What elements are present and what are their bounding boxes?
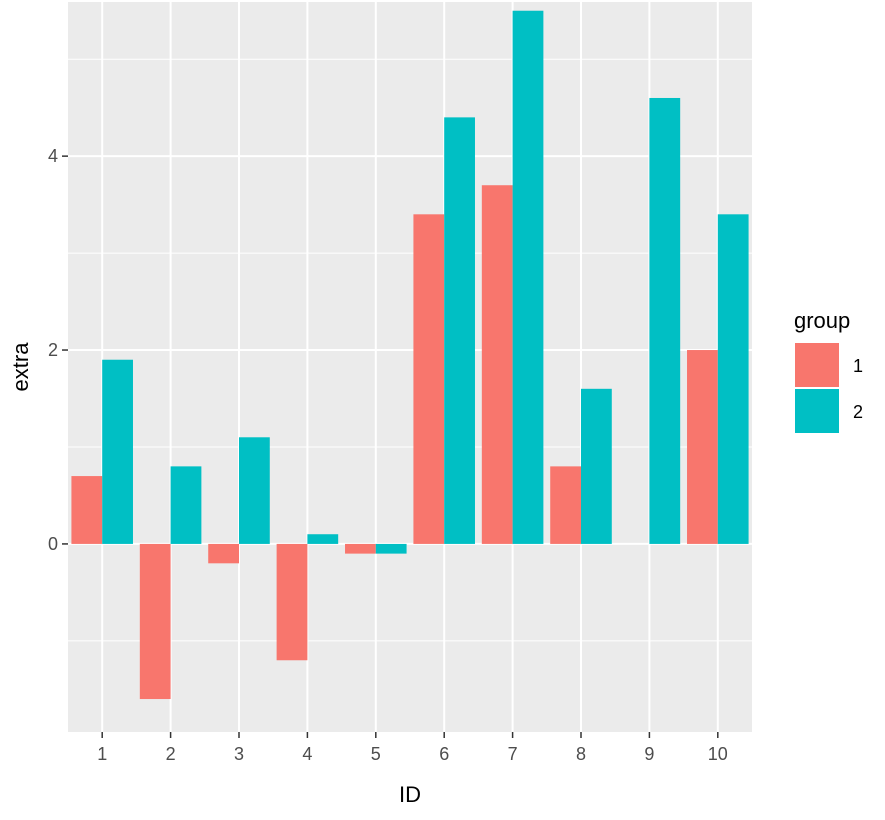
y-tick-label: 4 — [48, 146, 58, 166]
x-tick-label: 6 — [439, 744, 449, 764]
bar-group-2-id-9 — [649, 97, 681, 544]
x-tick-label: 9 — [644, 744, 654, 764]
legend: group 12 — [794, 308, 863, 433]
bar-group-1-id-1 — [71, 476, 103, 544]
legend-title: group — [794, 308, 850, 333]
bar-group-2-id-10 — [717, 214, 749, 544]
bar-group-1-id-6 — [413, 214, 445, 544]
x-axis-ticks: 1 2 3 4 5 6 7 8 9 10 — [97, 732, 728, 764]
bar-group-1-id-8 — [550, 466, 581, 544]
y-axis-ticks: 0 2 4 — [48, 146, 68, 554]
bar-group-2-id-4 — [307, 534, 339, 544]
bar-group-2-id-7 — [512, 10, 544, 544]
legend-key-1 — [795, 343, 839, 387]
legend-label-1: 1 — [853, 356, 863, 376]
y-tick-label: 0 — [48, 534, 58, 554]
x-tick-label: 3 — [234, 744, 244, 764]
x-tick-label: 8 — [576, 744, 586, 764]
bar-group-2-id-3 — [239, 437, 270, 544]
x-tick-label: 7 — [508, 744, 518, 764]
bar-group-2-id-6 — [444, 117, 475, 544]
bar-group-2-id-2 — [170, 466, 202, 544]
y-axis-title: extra — [8, 342, 33, 392]
x-tick-label: 5 — [371, 744, 381, 764]
legend-items: 12 — [795, 343, 863, 433]
bar-group-2-id-8 — [581, 388, 612, 544]
x-tick-label: 2 — [166, 744, 176, 764]
minor-gridlines — [68, 58, 752, 642]
x-tick-label: 10 — [708, 744, 728, 764]
legend-label-2: 2 — [853, 402, 863, 422]
bar-group-2-id-1 — [102, 359, 133, 544]
x-axis-title: ID — [399, 782, 421, 807]
bar-group-1-id-4 — [276, 543, 308, 661]
bar-group-1-id-7 — [481, 185, 513, 544]
bar-group-1-id-2 — [139, 543, 171, 700]
bar-group-1-id-3 — [208, 543, 239, 564]
bars — [71, 10, 749, 700]
bar-group-1-id-10 — [687, 350, 718, 544]
x-tick-label: 4 — [302, 744, 312, 764]
x-tick-label: 1 — [97, 744, 107, 764]
plot-panel — [68, 2, 752, 732]
y-tick-label: 2 — [48, 340, 58, 360]
bar-group-2-id-5 — [375, 543, 407, 554]
legend-key-2 — [795, 389, 839, 433]
bar-group-1-id-5 — [345, 543, 376, 554]
